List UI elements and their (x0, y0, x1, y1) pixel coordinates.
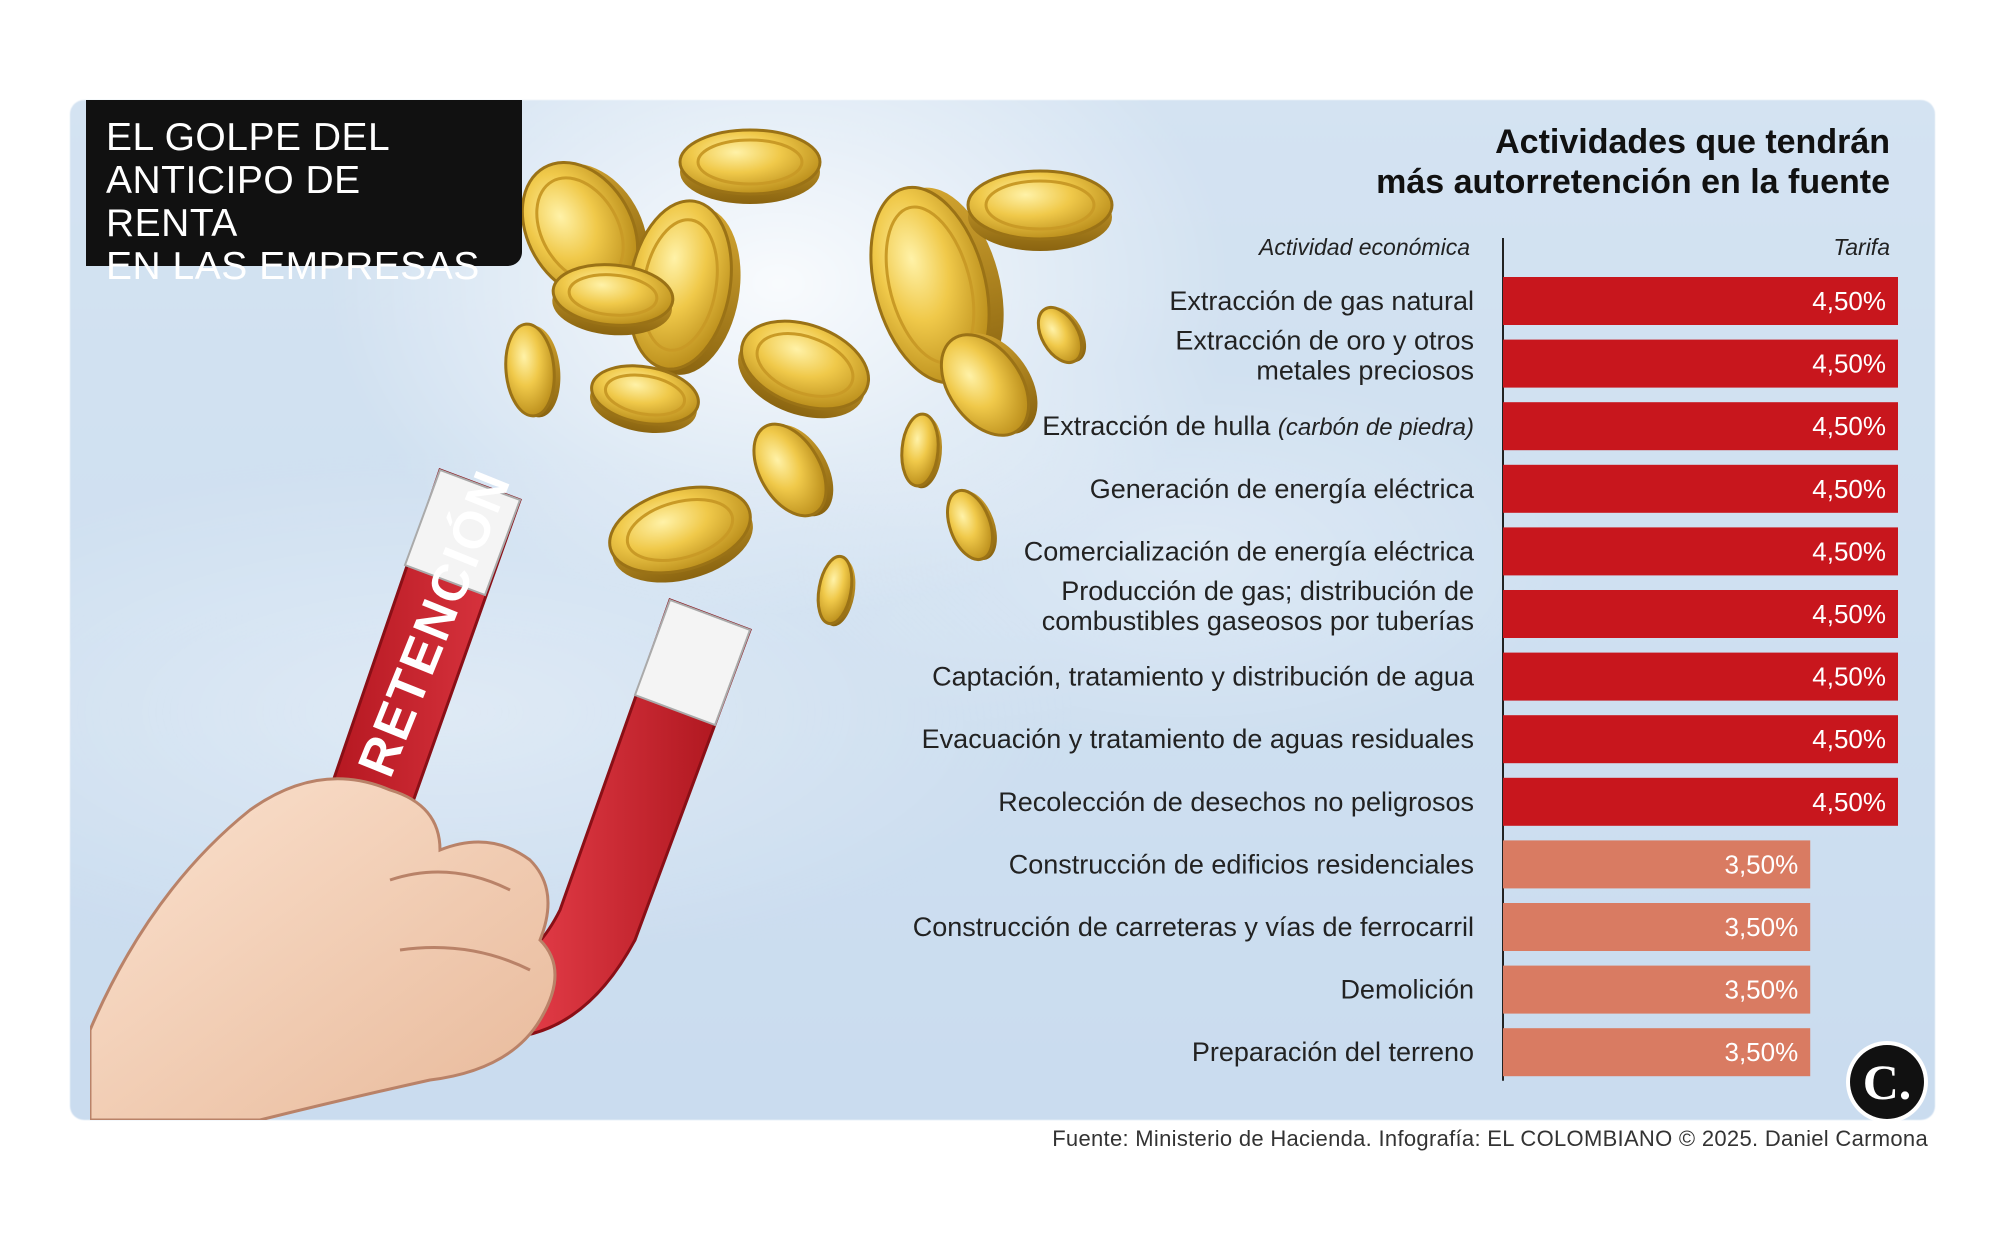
category-label: Evacuación y tratamiento de aguas residu… (922, 724, 1474, 754)
title-line: EL GOLPE DEL (106, 116, 391, 159)
category-label: metales preciosos (1256, 356, 1474, 386)
value-label: 3,50% (1724, 849, 1798, 879)
bar (1503, 777, 1898, 826)
bar (1503, 840, 1811, 889)
value-header: Tarifa (1833, 234, 1890, 260)
value-label: 4,50% (1812, 662, 1886, 692)
hand-icon (90, 777, 557, 1120)
coins-group (504, 128, 1114, 627)
magnet-illustration: RETENCIÓN (90, 128, 1114, 1120)
coin-icon (608, 485, 753, 583)
category-label: Extracción de oro y otros (1175, 326, 1474, 356)
category-label: Construcción de edificios residenciales (1009, 849, 1474, 879)
chart-title-line: Actividades que tendrán (1495, 123, 1890, 161)
value-label: 3,50% (1724, 975, 1798, 1005)
coin-icon (966, 169, 1114, 251)
title-line: EN LAS EMPRESAS (106, 245, 480, 288)
chart-title: Actividades que tendrán más autorretenci… (1376, 122, 1890, 202)
value-label: 3,50% (1724, 1037, 1798, 1067)
category-label: Producción de gas; distribución de (1061, 576, 1474, 606)
chart-title-line: más autorretención en la fuente (1376, 163, 1890, 201)
bar (1503, 903, 1811, 951)
value-label: 4,50% (1812, 349, 1886, 379)
infographic-title: EL GOLPE DEL ANTICIPO DE RENTA EN LAS EM… (86, 100, 522, 288)
value-label: 4,50% (1812, 286, 1886, 316)
coin-icon (946, 488, 997, 562)
coin-icon (816, 554, 856, 627)
bar (1503, 527, 1898, 576)
category-label: Recolección de desechos no peligrosos (998, 787, 1474, 817)
coin-icon (752, 422, 834, 518)
value-label: 4,50% (1812, 411, 1886, 441)
bar (1503, 339, 1898, 388)
coin-icon (738, 319, 871, 419)
category-label: Comercialización de energía eléctrica (1024, 536, 1475, 566)
value-label: 4,50% (1812, 787, 1886, 817)
bar (1503, 652, 1898, 701)
coin-icon (939, 333, 1038, 437)
coin-icon (900, 412, 943, 489)
category-label: Preparación del terreno (1192, 1037, 1474, 1067)
value-label: 4,50% (1812, 599, 1886, 629)
category-label: combustibles gaseosos por tuberías (1042, 606, 1474, 636)
coin-icon (1036, 306, 1087, 364)
category-label: Generación de energía eléctrica (1090, 474, 1475, 504)
bar (1503, 277, 1898, 325)
bar (1503, 590, 1898, 638)
bar (1503, 715, 1898, 764)
value-label: 4,50% (1812, 536, 1886, 566)
coin-icon (551, 263, 675, 336)
value-label: 4,50% (1812, 474, 1886, 504)
bar (1503, 1028, 1811, 1077)
coin-icon (590, 364, 700, 433)
category-label: Extracción de hulla (carbón de piedra) (1042, 411, 1474, 441)
category-header: Actividad económica (1259, 234, 1470, 260)
coin-icon (678, 128, 822, 204)
title-line: ANTICIPO DE RENTA (106, 159, 361, 245)
bar (1503, 965, 1811, 1014)
category-label: Extracción de gas natural (1169, 286, 1474, 316)
logo-icon: C. (1850, 1045, 1924, 1119)
value-label: 4,50% (1812, 724, 1886, 754)
source-note: Fuente: Ministerio de Hacienda. Infograf… (1052, 1126, 1928, 1151)
bar (1503, 402, 1898, 451)
category-label: Demolición (1340, 975, 1474, 1005)
bar (1503, 464, 1898, 513)
value-label: 3,50% (1724, 912, 1798, 942)
category-label: Captación, tratamiento y distribución de… (932, 662, 1475, 692)
category-label: Construcción de carreteras y vías de fer… (913, 912, 1474, 942)
coin-icon (504, 322, 561, 418)
